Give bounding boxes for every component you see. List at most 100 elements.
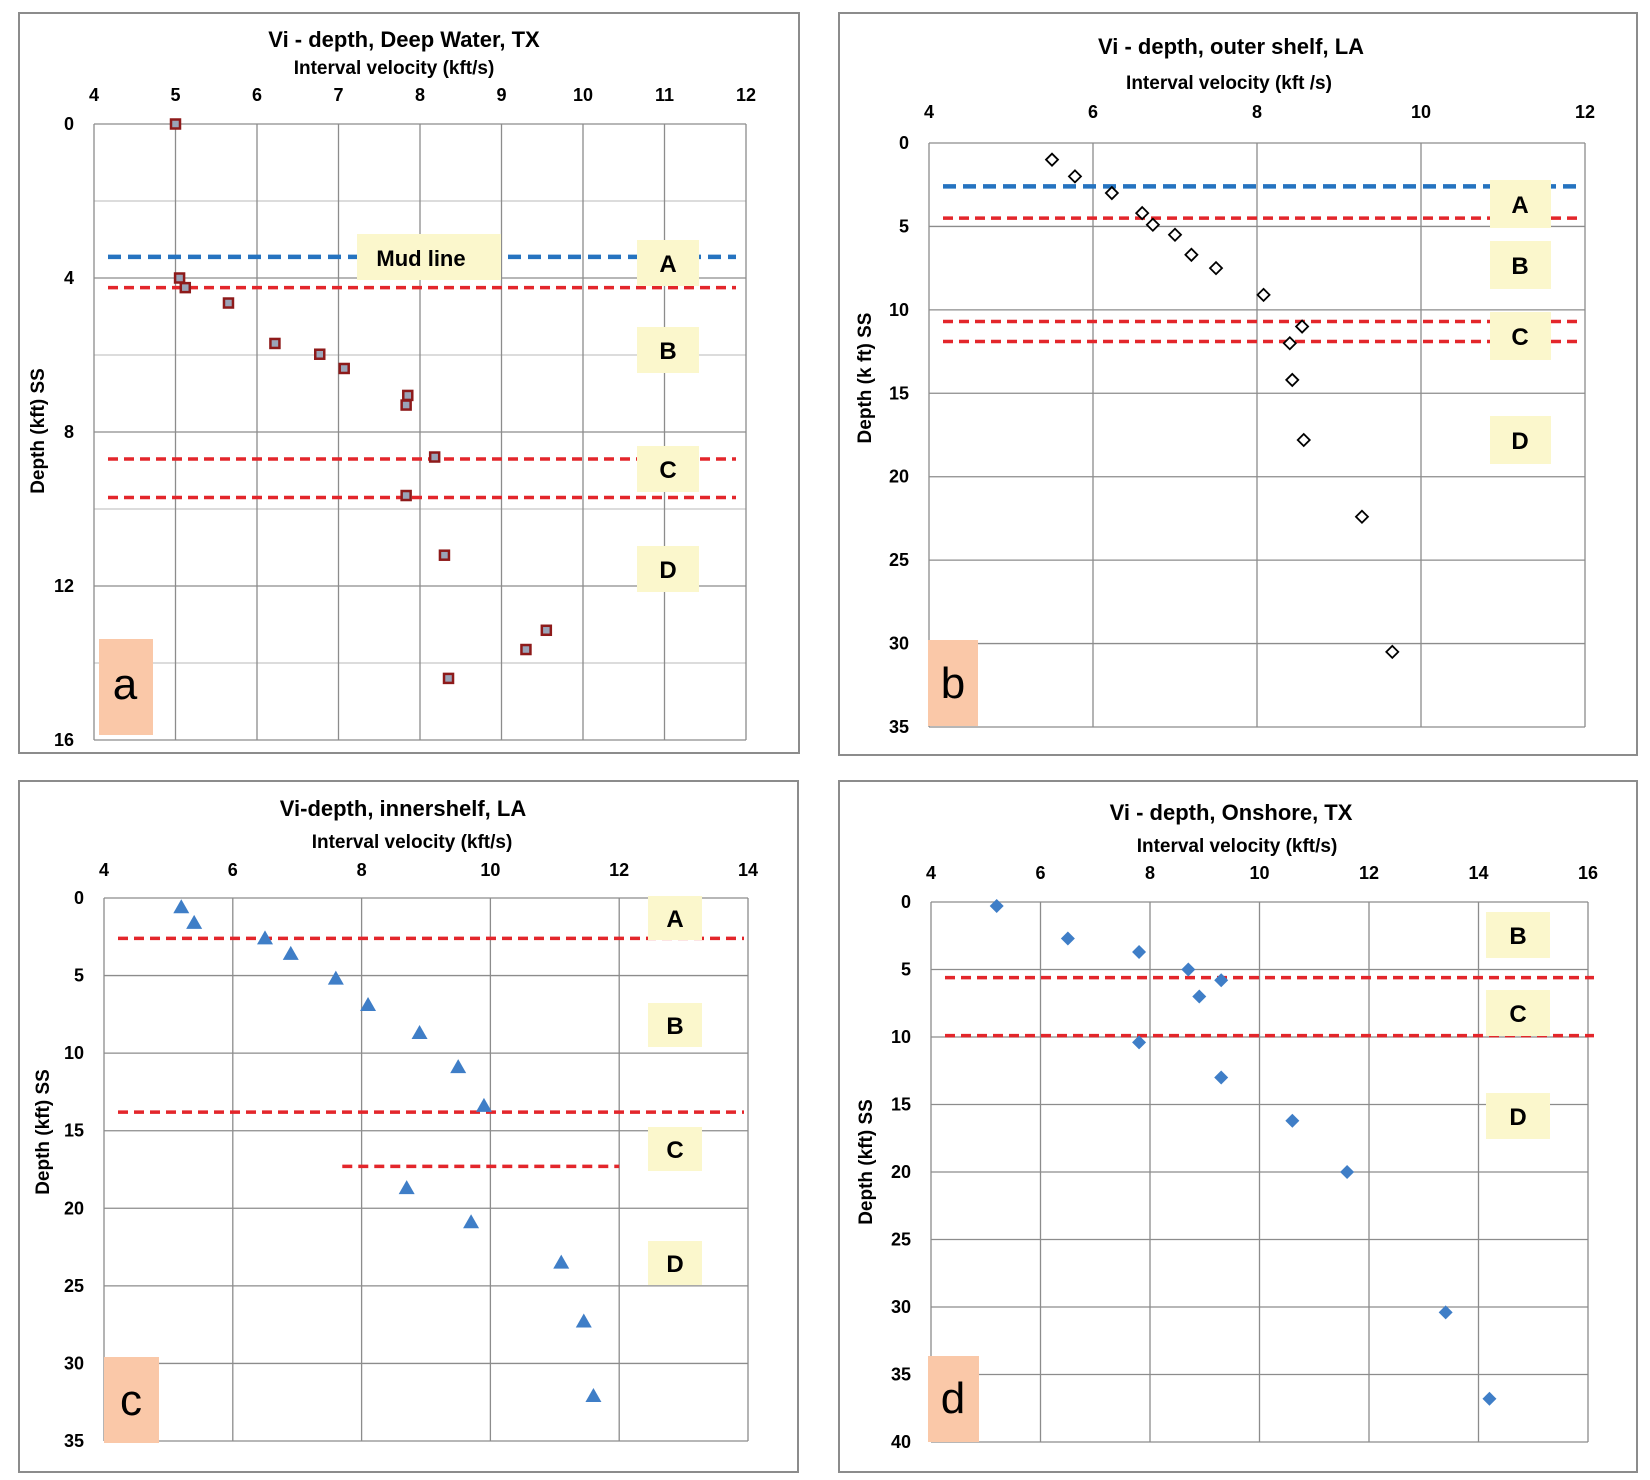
y-tick-label: 35 (889, 717, 909, 737)
y-tick-label: 10 (891, 1027, 911, 1047)
chart-title: Vi - depth, Deep Water, TX (268, 27, 540, 52)
boundary-lines (118, 936, 744, 1169)
zone-label-c: C (659, 457, 676, 484)
zone-box-b (648, 1003, 702, 1047)
data-point-diamond (1208, 260, 1224, 276)
x-tick-labels: 4 6 8 10 12 14 16 (926, 863, 1598, 883)
x-tick-label: 14 (1468, 863, 1488, 883)
zone-box-b (1486, 912, 1550, 958)
y-axis-label: Depth (kft) SS (28, 368, 49, 494)
boundary-lines (943, 184, 1579, 344)
x-tick-label: 4 (926, 863, 936, 883)
data-point-triangle (360, 997, 377, 1012)
zone-box-c (648, 1127, 702, 1171)
data-point-triangle (553, 1254, 570, 1269)
y-tick-label: 12 (54, 576, 74, 596)
chart-panel-d: Vi - depth, Onshore, TX Interval velocit… (838, 780, 1638, 1473)
data-point-triangle (450, 1059, 467, 1074)
y-tick-label: 5 (74, 966, 84, 986)
x-tick-labels: 4 5 6 7 8 9 10 11 12 (89, 85, 756, 105)
y-tick-label: 30 (891, 1297, 911, 1317)
data-point-square (269, 337, 281, 350)
data-point-triangle (186, 914, 203, 929)
data-point-square (169, 118, 182, 130)
data-point-square (520, 643, 532, 656)
y-tick-label: 10 (64, 1043, 84, 1063)
x-tick-label: 9 (496, 85, 506, 105)
zone-box-d (637, 546, 699, 592)
data-point-triangle (575, 1313, 592, 1328)
panel-frame (18, 12, 800, 754)
data-point-square (400, 399, 412, 411)
x-tick-label: 8 (415, 85, 425, 105)
data-point-diamond (1285, 1113, 1300, 1128)
zone-label-a: A (659, 251, 676, 278)
zone-box-c (1486, 990, 1550, 1036)
x-tick-labels: 4 6 8 10 12 (924, 102, 1595, 122)
y-tick-label: 20 (889, 467, 909, 487)
data-point-triangle (463, 1214, 480, 1229)
data-point-triangle (257, 930, 273, 945)
mud-line-label: Mud line (376, 246, 465, 271)
data-point-square (540, 624, 553, 637)
data-point-diamond (989, 899, 1004, 914)
data-points (989, 899, 1497, 1406)
x-axis-label: Interval velocity (kft/s) (312, 832, 513, 853)
y-tick-label: 40 (891, 1432, 911, 1452)
x-tick-label: 6 (1088, 102, 1098, 122)
boundary-lines (108, 254, 736, 500)
y-tick-label: 8 (64, 422, 74, 442)
x-tick-label: 12 (1575, 102, 1595, 122)
grid (928, 142, 1586, 728)
zone-box-c (637, 446, 699, 492)
data-point-triangle (173, 899, 190, 914)
chart-panel-c: Vi-depth, innershelf, LA Interval veloci… (18, 780, 799, 1473)
y-tick-label: 25 (891, 1230, 911, 1250)
y-axis-label: Depth (kft) SS (856, 1099, 877, 1225)
data-point-square (438, 549, 451, 561)
x-tick-label: 12 (609, 860, 629, 880)
data-point-diamond (1340, 1165, 1355, 1179)
data-point-diamond (1256, 287, 1271, 303)
zone-label-a: A (1511, 192, 1528, 219)
y-tick-label: 15 (64, 1121, 84, 1141)
grid (103, 897, 749, 1442)
x-tick-label: 4 (924, 102, 934, 122)
x-axis-label: Interval velocity (kft /s) (1126, 73, 1332, 94)
data-point-diamond (1104, 185, 1120, 201)
y-tick-labels: 0 5 10 15 20 25 30 35 (889, 133, 909, 737)
data-point-diamond (1167, 227, 1183, 243)
data-point-diamond (1284, 372, 1300, 388)
data-point-diamond (1296, 432, 1312, 448)
y-axis-label: Depth (k ft) SS (855, 313, 876, 444)
y-tick-label: 10 (889, 300, 909, 320)
y-tick-labels: 0 5 10 15 20 25 30 35 40 (891, 892, 911, 1452)
zone-box-a (648, 896, 702, 940)
data-point-diamond (1181, 962, 1196, 977)
zone-box-a (1490, 180, 1551, 228)
y-tick-label: 20 (891, 1162, 911, 1182)
y-tick-label: 4 (64, 268, 74, 288)
zone-label-b: B (1509, 923, 1526, 950)
chart-title: Vi-depth, innershelf, LA (280, 796, 527, 821)
y-tick-label: 0 (74, 888, 84, 908)
chart-panel-b: Vi - depth, outer shelf, LA Interval vel… (838, 12, 1638, 756)
zone-box-b (1490, 241, 1551, 289)
data-point-square (400, 489, 412, 502)
data-point-diamond (1132, 1035, 1147, 1050)
data-point-triangle (282, 945, 299, 960)
x-tick-label: 12 (1359, 863, 1379, 883)
data-point-diamond (1145, 217, 1161, 233)
x-tick-label: 10 (1411, 102, 1431, 122)
data-point-diamond (1060, 931, 1075, 946)
x-tick-label: 10 (573, 85, 593, 105)
data-point-diamond (1385, 644, 1400, 660)
y-tick-label: 30 (889, 634, 909, 654)
panel-frame (838, 12, 1638, 756)
x-tick-label: 6 (252, 85, 262, 105)
panel-letter-box (928, 1356, 979, 1442)
zone-box-b (637, 327, 699, 373)
x-tick-label: 4 (99, 860, 109, 880)
data-point-square (402, 389, 414, 402)
x-tick-labels: 4 6 8 10 12 14 (99, 860, 758, 880)
